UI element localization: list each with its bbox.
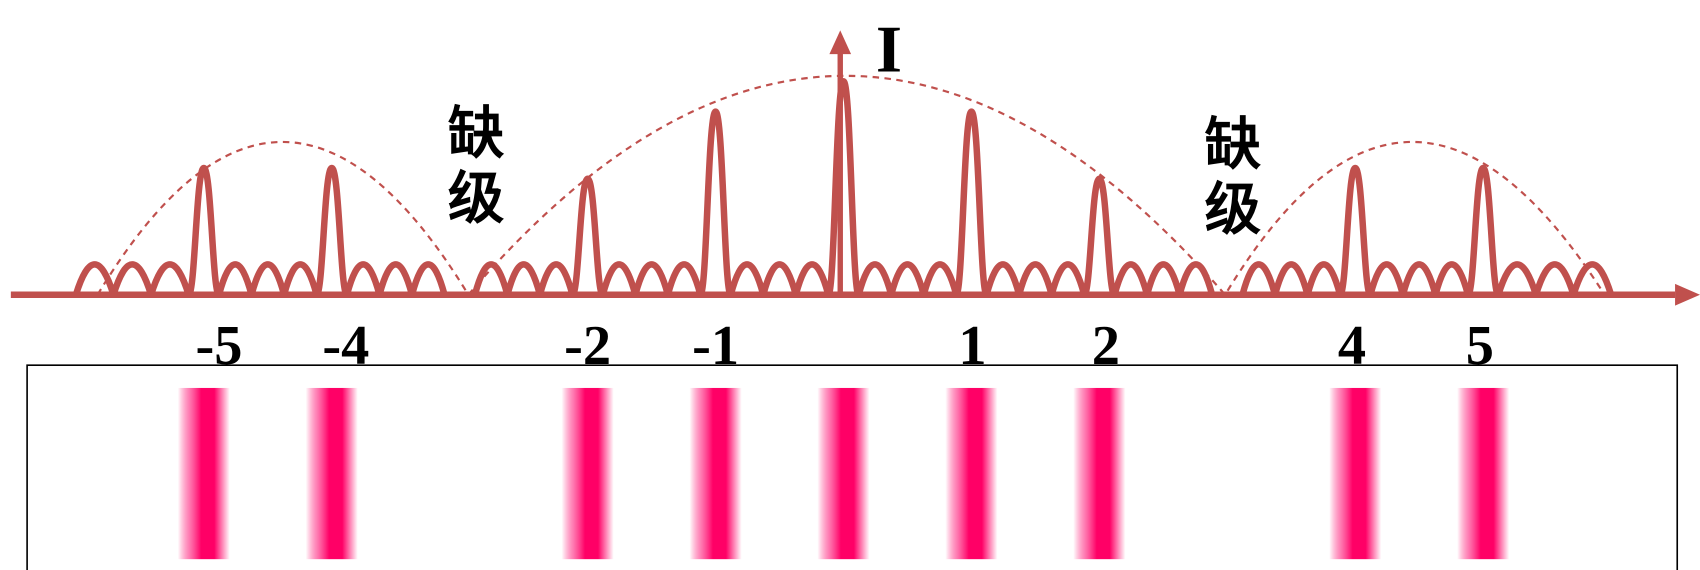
missing-order-label: 缺级 [439, 103, 505, 233]
order-label: -4 [322, 315, 369, 377]
fringe [690, 388, 742, 559]
order-label: 1 [958, 315, 986, 377]
fringe [945, 388, 997, 559]
fringes [178, 388, 1509, 559]
fringe [562, 388, 614, 559]
y-axis-arrow [829, 30, 851, 54]
order-labels: -5 -4 -2 -1 1 2 4 5 [196, 315, 1494, 377]
fringe [817, 388, 869, 559]
diffraction-diagram: I 缺级 缺级 -5 -4 -2 -1 1 2 4 5 [0, 0, 1700, 570]
order-label: -1 [692, 315, 739, 377]
order-label: -5 [196, 315, 243, 377]
axis-label: I [876, 12, 902, 87]
order-label: 4 [1338, 315, 1366, 377]
fringe [178, 388, 230, 559]
fringe [1329, 388, 1381, 559]
intensity-curve [76, 81, 1611, 294]
order-label: 5 [1466, 315, 1494, 377]
missing-order-label: 缺级 [1195, 113, 1261, 243]
x-axis-arrow [1675, 284, 1700, 306]
order-label: 2 [1092, 315, 1120, 377]
fringe [306, 388, 358, 559]
fringe [1457, 388, 1509, 559]
fringe [1073, 388, 1125, 559]
order-label: -2 [564, 315, 611, 377]
